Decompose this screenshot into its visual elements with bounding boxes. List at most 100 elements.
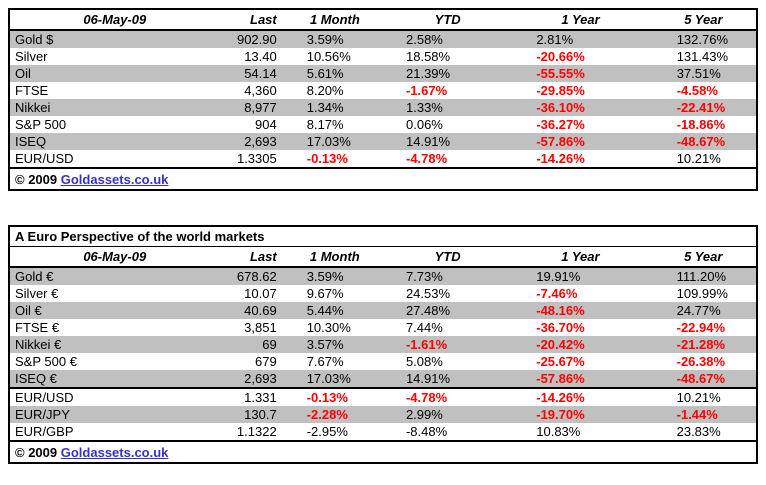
column-header-1month: 1 Month	[284, 9, 385, 31]
cell-1month: 17.03%	[306, 134, 351, 149]
column-header-ytd: YTD	[384, 246, 511, 268]
cell-ytd: -1.61%	[405, 337, 448, 352]
column-header-last: Last	[219, 246, 285, 268]
cell-1year: -48.16%	[536, 303, 585, 318]
cell-1month: -0.13%	[284, 387, 385, 406]
cell-1month: -0.13%	[306, 151, 348, 166]
cell-1year: -55.55%	[536, 66, 585, 81]
cell-ytd: 18.58%	[406, 49, 451, 64]
cell-1month: 8.20%	[306, 83, 344, 98]
cell-ytd: -8.48%	[405, 424, 448, 439]
cell-last: 13.40	[244, 49, 277, 64]
table-row: Oil 54.14 5.61% 21.39% -55.55% 37.51%	[9, 65, 757, 82]
cell-last: 902.90	[236, 32, 277, 47]
cell-1month: 17.03%	[306, 371, 351, 386]
cell-5year: -26.38%	[676, 354, 726, 369]
table-row: Nikkei € 69 3.57% -1.61% -20.42% -21.28%	[9, 336, 757, 353]
cell-5year: 37.51%	[676, 66, 721, 81]
table-row: S&P 500 € 679 7.67% 5.08% -25.67% -26.38%	[9, 353, 757, 370]
cell-5year: -48.67%	[676, 371, 726, 386]
cell-1month: 1.34%	[306, 100, 344, 115]
table-title-row: A Euro Perspective of the world markets	[9, 226, 757, 247]
cell-last: 678.62	[236, 269, 277, 284]
cell-ytd: 21.39%	[406, 66, 451, 81]
table-row: Gold $ 902.90 3.59% 2.58% 2.81% 132.76%	[9, 30, 757, 48]
table-row: EUR/USD 1.3305 -0.13% -4.78% -14.26% 10.21%	[9, 150, 757, 168]
cell-5year: 10.21%	[650, 387, 757, 406]
cell-1month: 5.44%	[306, 303, 344, 318]
column-header-5year: 5 Year	[650, 9, 757, 31]
goldassets-link[interactable]: Goldassets.co.uk	[60, 444, 169, 460]
cell-5year: 10.21%	[676, 151, 721, 166]
column-header-date: 06-May-09	[9, 9, 220, 31]
table-row: S&P 500 904 8.17% 0.06% -36.27% -18.86%	[9, 116, 757, 133]
cell-1year: -36.10%	[536, 100, 585, 115]
cell-last: 2,693	[244, 371, 277, 386]
cell-ytd: -4.78%	[406, 151, 448, 166]
cell-ytd: -1.67%	[406, 83, 448, 98]
cell-ytd: 7.73%	[405, 269, 443, 284]
row-label: Oil	[15, 66, 31, 81]
row-label: Silver	[15, 49, 48, 64]
cell-ytd: 2.99%	[405, 407, 443, 422]
cell-1year: -14.26%	[510, 387, 651, 406]
column-header-date: 06-May-09	[9, 246, 220, 268]
row-label: S&P 500	[15, 117, 67, 132]
cell-last: 1.3305	[236, 151, 277, 166]
cell-1month: 3.59%	[306, 32, 344, 47]
table-row: Silver 13.40 10.56% 18.58% -20.66% 131.43%	[9, 48, 757, 65]
cell-1year: -25.67%	[536, 354, 585, 369]
cell-1month: 3.59%	[306, 269, 344, 284]
cell-last: 2,693	[244, 134, 277, 149]
cell-1month: 5.61%	[306, 66, 344, 81]
row-label: Gold $	[15, 32, 54, 47]
cell-ytd: 1.33%	[406, 100, 443, 115]
cell-last: 904	[255, 117, 277, 132]
footer-cell: © 2009 Goldassets.co.uk	[9, 167, 757, 190]
cell-5year: 23.83%	[676, 424, 721, 439]
cell-1year: -57.86%	[536, 371, 585, 386]
row-label: S&P 500 €	[15, 354, 77, 369]
cell-ytd: 14.91%	[406, 134, 451, 149]
cell-1month: 9.67%	[306, 286, 344, 301]
cell-last: 4,360	[244, 83, 277, 98]
cell-1month: 3.57%	[306, 337, 344, 352]
header-row: 06-May-09 Last 1 Month YTD 1 Year 5 Year	[9, 9, 757, 31]
row-label: EUR/JPY	[15, 407, 70, 422]
cell-1year: 2.81%	[536, 32, 574, 47]
cell-5year: 132.76%	[676, 32, 729, 47]
cell-ytd: 27.48%	[405, 303, 451, 318]
cell-last: 679	[254, 354, 277, 369]
cell-5year: -22.41%	[676, 100, 726, 115]
cell-5year: -21.28%	[676, 337, 726, 352]
row-label: Nikkei €	[15, 337, 62, 352]
cell-1year: -29.85%	[536, 83, 585, 98]
cell-1year: -36.27%	[536, 117, 585, 132]
cell-last: 3,851	[244, 320, 277, 335]
cell-last: 8,977	[244, 100, 277, 115]
table-row: Oil € 40.69 5.44% 27.48% -48.16% 24.77%	[9, 302, 757, 319]
table-row: ISEQ 2,693 17.03% 14.91% -57.86% -48.67%	[9, 133, 757, 150]
row-label: EUR/USD	[9, 387, 220, 406]
cell-last: 130.7	[244, 407, 277, 422]
column-header-last: Last	[219, 9, 285, 31]
cell-1year: -7.46%	[536, 286, 578, 301]
cell-ytd: 5.08%	[405, 354, 443, 369]
cell-1month: 8.17%	[306, 117, 344, 132]
column-header-1year: 1 Year	[510, 246, 651, 268]
table-row: ISEQ € 2,693 17.03% 14.91% -57.86% -48.67%	[9, 370, 757, 388]
row-label: EUR/GBP	[15, 424, 74, 439]
goldassets-link[interactable]: Goldassets.co.uk	[60, 171, 169, 187]
cell-1year: -20.66%	[536, 49, 585, 64]
table-row: EUR/GBP 1.1322 -2.95% -8.48% 10.83% 23.83%	[9, 423, 757, 441]
copyright-text: © 2009	[15, 171, 58, 187]
cell-ytd: 0.06%	[406, 117, 443, 132]
cell-5year: -22.94%	[676, 320, 726, 335]
cell-last: 40.69	[244, 303, 277, 318]
copyright-text: © 2009	[15, 444, 58, 460]
cell-1year: -57.86%	[536, 134, 585, 149]
cell-5year: 24.77%	[676, 303, 721, 318]
cell-last: 10.07	[244, 286, 277, 301]
cell-last: 54.14	[244, 66, 277, 81]
table-row: Nikkei 8,977 1.34% 1.33% -36.10% -22.41%	[9, 99, 757, 116]
